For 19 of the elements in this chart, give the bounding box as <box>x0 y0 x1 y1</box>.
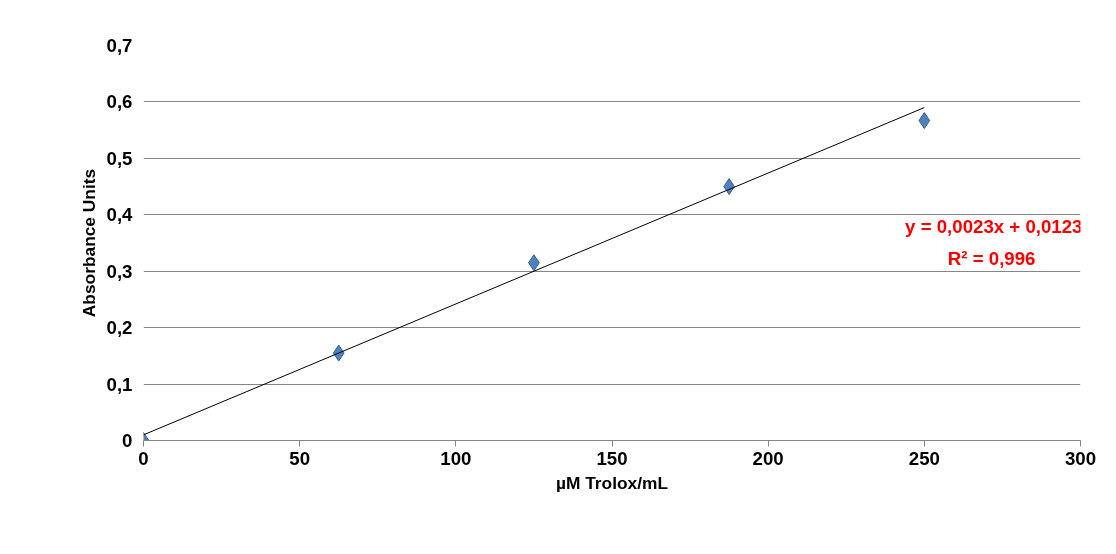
point <box>918 112 931 130</box>
y-axis-title: Absorbance Units <box>78 168 99 318</box>
x-tick-label: 300 <box>1064 447 1097 469</box>
annotation: R² = 0,996 <box>947 247 1036 269</box>
y-tick-label: 0,3 <box>106 260 133 282</box>
y-tick-label: 0,7 <box>106 35 133 56</box>
y-tick-label: 0,4 <box>106 204 134 226</box>
x-axis-title: µM Trolox/mL <box>555 472 669 493</box>
x-tick-label: 100 <box>440 447 472 469</box>
x-tick-label: 150 <box>596 447 628 469</box>
y-tick-label: 0,2 <box>106 317 133 339</box>
y-tick-label: 0,6 <box>106 91 133 113</box>
x-tick-label: 0 <box>138 447 149 469</box>
x-tick-label: 200 <box>752 447 784 469</box>
x-tick-label: 50 <box>289 447 311 469</box>
y-tick-label: 0,5 <box>106 147 133 169</box>
x-tick-label: 250 <box>908 447 940 469</box>
y-tick-label: 0,1 <box>106 373 133 395</box>
y-tick-label: 0 <box>122 430 133 451</box>
